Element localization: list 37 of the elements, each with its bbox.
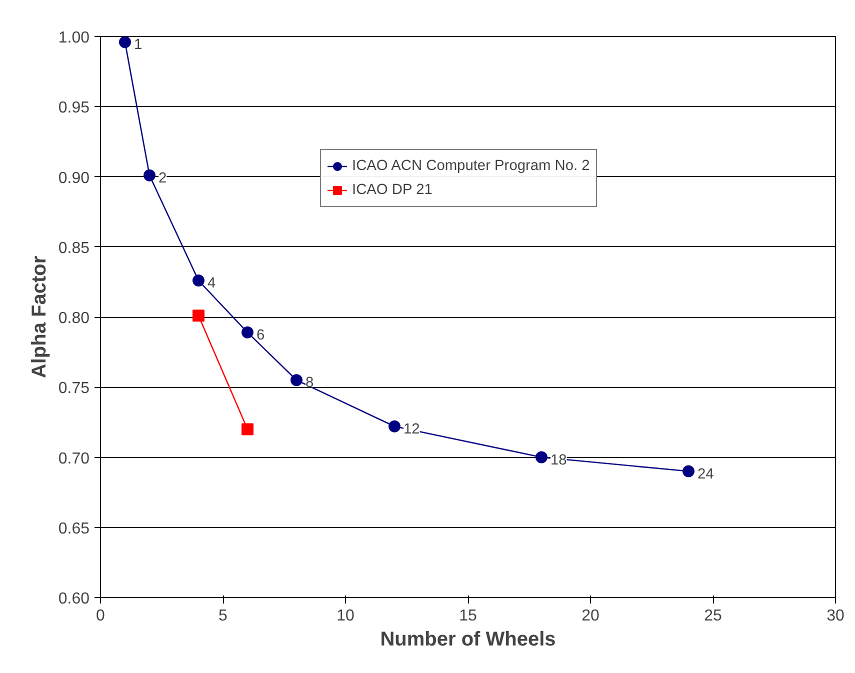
y-tick-label: 0.85: [58, 240, 90, 257]
y-axis-title: Alpha Factor: [28, 256, 50, 378]
x-tick-label: 30: [826, 608, 844, 624]
y-tick-label: 0.65: [58, 520, 90, 538]
x-tick-label: 5: [218, 608, 228, 624]
x-tick-label: 15: [459, 608, 477, 624]
annotation: 1: [134, 37, 142, 54]
y-tick-label: 0.95: [58, 100, 90, 117]
point: [192, 310, 204, 322]
y-tick-label: 1.00: [58, 30, 90, 46]
y-tick-label: 0.60: [58, 590, 90, 608]
y-tick-label: 0.70: [58, 450, 90, 468]
x-tick-label: 10: [336, 608, 354, 624]
legend-label: ICAO ACN Computer Program No. 2: [352, 158, 590, 174]
x-axis-title: Number of Wheels: [380, 628, 556, 650]
x-tick-label: 0: [96, 608, 106, 624]
point: [119, 36, 131, 48]
point: [682, 465, 694, 478]
annotation: 18: [550, 452, 567, 468]
annotation: 4: [208, 276, 216, 292]
point: [242, 423, 254, 436]
annotation: 2: [158, 170, 167, 186]
y-tick-label: 0.80: [58, 310, 90, 327]
x-tick-label: 25: [704, 608, 722, 624]
legend-label: ICAO DP 21: [352, 182, 432, 198]
point: [242, 326, 254, 338]
y-tick-label: 0.90: [58, 170, 90, 187]
x-tick-label: 20: [582, 608, 600, 624]
point: [388, 420, 400, 432]
annotation: 12: [404, 421, 420, 438]
point: [536, 451, 548, 464]
point: [192, 274, 204, 287]
annotation: 6: [256, 327, 265, 344]
annotation: 24: [698, 466, 714, 482]
point: [144, 169, 156, 182]
y-tick-label: 0.75: [58, 380, 90, 398]
point: [290, 374, 302, 386]
